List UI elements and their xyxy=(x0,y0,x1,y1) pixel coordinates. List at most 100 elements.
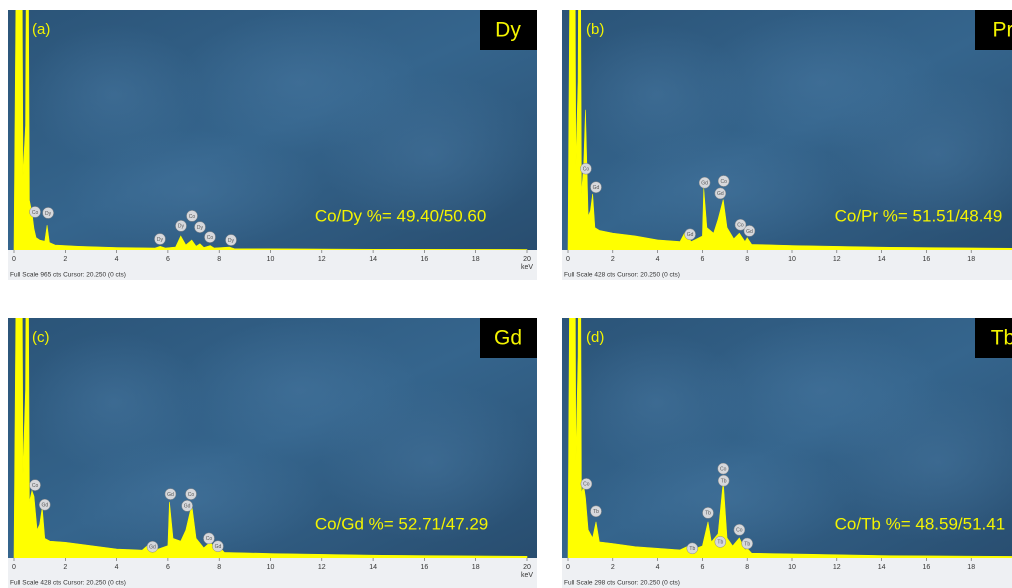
peak-label: Gd xyxy=(41,503,48,509)
peak-label: Gd xyxy=(593,185,600,191)
peak-label: Tb xyxy=(721,479,727,485)
page: {"chart_data": [ {"type": "area", "panel… xyxy=(0,0,1012,588)
x-tick-label: 2 xyxy=(611,564,615,571)
peak-label: Co xyxy=(583,167,590,173)
ratio-annotation: Co/Dy %= 49.40/50.60 xyxy=(315,206,487,225)
x-tick-label: 0 xyxy=(12,256,16,263)
ratio-annotation: Co/Gd %= 52.71/47.29 xyxy=(315,514,488,533)
x-tick-label: 2 xyxy=(63,564,67,571)
peak-label: Tb xyxy=(705,511,711,517)
peak-label: Co xyxy=(189,214,196,220)
x-tick-label: 2 xyxy=(611,256,615,263)
texture xyxy=(24,24,204,164)
footer: Full Scale 965 cts Cursor: 20.250 (0 cts… xyxy=(10,272,126,279)
panel-label: (b) xyxy=(586,21,604,38)
peak-label: Co xyxy=(720,466,727,472)
element-label: Pr xyxy=(993,19,1012,42)
texture xyxy=(24,332,204,472)
peak-label: Tb xyxy=(744,541,750,547)
x-tick-label: 10 xyxy=(267,564,275,571)
panel-label: (a) xyxy=(32,21,50,38)
x-tick-label: 4 xyxy=(115,564,119,571)
peak-label: Dy xyxy=(228,238,235,244)
footer: Full Scale 428 cts Cursor: 20.250 (0 cts… xyxy=(564,272,680,279)
x-tick-label: 4 xyxy=(115,256,119,263)
peak-label: Co xyxy=(720,179,727,185)
peak-label: Co xyxy=(32,483,39,489)
x-tick-label: 18 xyxy=(967,256,975,263)
element-label: Tb xyxy=(991,327,1012,350)
x-tick-label: 16 xyxy=(923,564,931,571)
peak-label: Co xyxy=(188,492,195,498)
peak-label: Gd xyxy=(215,544,222,550)
x-tick-label: 8 xyxy=(745,564,749,571)
x-tick-label: 16 xyxy=(421,256,429,263)
ratio-annotation: Co/Pr %= 51.51/48.49 xyxy=(835,206,1003,225)
x-tick-label: 14 xyxy=(878,256,886,263)
texture xyxy=(566,24,746,164)
x-tick-label: 6 xyxy=(166,256,170,263)
footer: Full Scale 428 cts Cursor: 20.250 (0 cts… xyxy=(10,580,126,587)
peak-label: Co xyxy=(206,536,213,542)
x-tick-label: 4 xyxy=(656,564,660,571)
peak-label: Gd xyxy=(184,504,191,510)
x-tick-label: 8 xyxy=(217,564,221,571)
peak-label: Dy xyxy=(45,211,52,217)
x-tick-label: 12 xyxy=(833,564,841,571)
peak-label: Gd xyxy=(149,545,156,551)
x-tick-label: 18 xyxy=(472,564,480,571)
x-tick-label: 14 xyxy=(878,564,886,571)
x-tick-label: 14 xyxy=(369,256,377,263)
x-tick-label: 18 xyxy=(472,256,480,263)
x-tick-label: 18 xyxy=(967,564,975,571)
x-tick-label: 6 xyxy=(700,256,704,263)
x-unit: keV xyxy=(521,264,533,271)
footer: Full Scale 298 cts Cursor: 20.250 (0 cts… xyxy=(564,580,680,587)
x-tick-label: 6 xyxy=(166,564,170,571)
peak-label: Tb xyxy=(717,540,723,546)
x-tick-label: 10 xyxy=(267,256,275,263)
x-tick-label: 8 xyxy=(745,256,749,263)
x-tick-label: 4 xyxy=(656,256,660,263)
x-tick-label: 2 xyxy=(63,256,67,263)
peak-label: Gd xyxy=(746,229,753,235)
x-unit: keV xyxy=(521,572,533,579)
x-tick-label: 0 xyxy=(566,564,570,571)
peak-label: Gd xyxy=(701,181,708,187)
peak-label: Co xyxy=(737,223,744,229)
x-tick-label: 0 xyxy=(12,564,16,571)
panel-label: (c) xyxy=(32,329,50,346)
x-tick-label: 20 xyxy=(523,256,531,263)
x-tick-label: 16 xyxy=(421,564,429,571)
x-tick-label: 8 xyxy=(217,256,221,263)
x-tick-label: 12 xyxy=(318,564,326,571)
x-tick-label: 10 xyxy=(788,564,796,571)
x-tick-label: 10 xyxy=(788,256,796,263)
x-tick-label: 14 xyxy=(369,564,377,571)
peak-label: Dy xyxy=(157,237,164,243)
peak-label: Gd xyxy=(167,492,174,498)
peak-label: Co xyxy=(583,482,590,488)
peak-label: Gd xyxy=(717,191,724,197)
peak-label: Co xyxy=(736,528,743,534)
element-label: Dy xyxy=(495,19,521,42)
panel-label: (d) xyxy=(586,329,604,346)
figure: 02468101214161820keVFull Scale 965 cts C… xyxy=(0,0,1012,588)
ratio-annotation: Co/Tb %= 48.59/51.41 xyxy=(835,514,1006,533)
x-tick-label: 20 xyxy=(523,564,531,571)
x-tick-label: 6 xyxy=(700,564,704,571)
x-tick-label: 12 xyxy=(318,256,326,263)
peak-label: Tb xyxy=(689,546,695,552)
x-tick-label: 0 xyxy=(566,256,570,263)
peak-label: Co xyxy=(207,235,214,241)
peak-label: Dy xyxy=(178,224,185,230)
peak-label: Tb xyxy=(593,509,599,515)
peak-label: Co xyxy=(32,210,39,216)
x-tick-label: 16 xyxy=(923,256,931,263)
peak-label: Dy xyxy=(197,225,204,231)
peak-label: Gd xyxy=(687,232,694,238)
texture xyxy=(566,332,746,472)
eds-panel: 02468101214161820keVFull Scale 428 cts C… xyxy=(562,0,1012,280)
element-label: Gd xyxy=(494,327,522,350)
